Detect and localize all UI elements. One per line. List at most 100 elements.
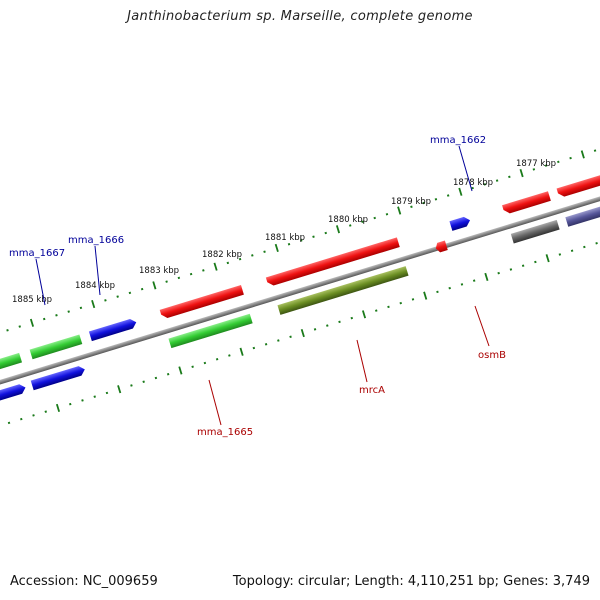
scale-minor-tick [32,414,35,417]
scale-minor-tick [203,361,207,365]
scale-minor-tick [532,168,536,171]
scale-major-tick [213,262,218,271]
gene-arrow-lower-slate[interactable] [565,201,600,227]
gene-arrow-upper-green-1885[interactable] [29,334,83,360]
scale-minor-tick [387,305,390,309]
scale-minor-tick [226,261,230,265]
scale-minor-tick [68,402,72,406]
scale-minor-tick [287,242,291,246]
scale-label-1882: 1882 kbp [202,250,242,260]
gene-arrow-mma_1667[interactable] [30,365,87,391]
scale-minor-tick [128,291,132,295]
gene-label-osmB[interactable]: osmB [478,350,506,361]
scale-minor-tick [570,249,574,252]
scale-minor-tick [509,268,513,271]
scale-minor-tick [495,179,499,182]
scale-minor-tick [313,328,317,331]
scale-minor-tick [521,264,525,267]
scale-minor-tick [215,358,219,361]
scale-minor-tick [326,324,329,327]
scale-minor-tick [446,194,450,197]
scale-minor-tick [81,399,84,402]
gene-arrow-mrcA-upper[interactable] [265,237,400,287]
scale-minor-tick [497,271,500,275]
scale-label-1880: 1880 kbp [328,215,368,225]
genome-backbone [0,191,600,390]
scale-minor-tick [189,272,193,276]
scale-minor-tick [399,301,402,305]
gene-arrow-mma_1666[interactable] [88,317,138,342]
gene-arrow-lower-blue-left[interactable] [0,383,27,404]
scale-minor-tick [595,241,598,245]
scale-minor-tick [55,314,58,317]
scale-minor-tick [434,198,438,201]
gene-arrow-upper-red-right[interactable] [502,172,600,214]
gene-arrow-mma_1665-upper[interactable] [159,285,244,319]
scale-minor-tick [460,283,464,286]
gene-arrow-upper-red-1[interactable] [0,352,23,376]
scale-major-tick [239,347,244,356]
gene-label-mma_1665[interactable]: mma_1665 [197,427,253,438]
scale-minor-tick [422,201,425,205]
scale-minor-tick [165,280,168,283]
scale-minor-tick [191,365,194,368]
scale-minor-tick [116,295,119,298]
scale-label-1885: 1885 kbp [12,295,52,305]
scale-minor-tick [20,417,23,421]
gene-arrow-mrcA[interactable] [277,266,409,315]
gene-label-mrcA[interactable]: mrcA [359,385,385,396]
scale-labels: 1877 kbp 1878 kbp 1879 kbp 1880 kbp 1881… [12,159,556,305]
scale-minor-tick [593,149,597,152]
scale-minor-tick [7,421,11,425]
gene-label-mma_1667[interactable]: mma_1667 [9,248,65,259]
scale-major-tick [29,318,35,327]
scale-minor-tick [263,250,266,253]
scale-minor-tick [166,372,170,376]
scale-major-tick [361,310,367,319]
scale-minor-tick [79,306,83,310]
gene-label-mma_1662[interactable]: mma_1662 [430,135,486,146]
scale-minor-tick [6,329,9,332]
gene-arrow-mma_1665[interactable] [168,313,253,349]
scale-minor-tick [105,391,109,395]
scale-major-tick [458,187,463,196]
scale-major-tick [152,281,157,290]
scale-minor-tick [142,380,145,383]
scale-major-tick [178,366,183,375]
scale-major-tick [397,206,402,215]
scale-minor-tick [154,376,158,380]
scale-minor-tick [177,276,181,280]
scale-major-tick [335,225,341,234]
scale-minor-tick [264,343,268,346]
scale-minor-tick [238,257,242,261]
scale-minor-tick [228,354,231,357]
scale-minor-tick [373,216,376,220]
scale-minor-tick [558,253,562,256]
scale-minor-tick [411,298,415,301]
scale-major-tick [580,150,585,159]
gene-label-mma_1666[interactable]: mma_1666 [68,235,124,246]
scale-major-tick [91,299,96,309]
scale-label-1884: 1884 kbp [75,281,115,291]
scale-minor-tick [252,346,256,350]
scale-major-tick [117,385,122,394]
gene-arrow-osmB[interactable] [434,240,448,253]
gene-labels: mma_1662 mma_1666 mma_1667 mma_1665 mrcA… [9,135,506,438]
scale-minor-tick [472,279,476,282]
gene-arrow-mma_1662[interactable] [449,215,471,231]
scale-minor-tick [508,175,511,179]
scale-major-tick [545,254,550,263]
scale-minor-tick [202,269,205,272]
topology-text: Topology: circular; Length: 4,110,251 bp… [232,574,590,589]
scale-major-tick [300,328,305,338]
gene-arrow-lower-grey[interactable] [510,219,560,244]
scale-major-tick [274,243,279,253]
scale-minor-tick [534,260,537,264]
gene-leader-lines [35,145,490,426]
scale-minor-tick [544,164,548,167]
scale-minor-tick [361,220,364,224]
scale-minor-tick [93,395,96,398]
scale-minor-tick [67,310,70,313]
map-title: Janthinobacterium sp. Marseille, complet… [127,9,473,24]
